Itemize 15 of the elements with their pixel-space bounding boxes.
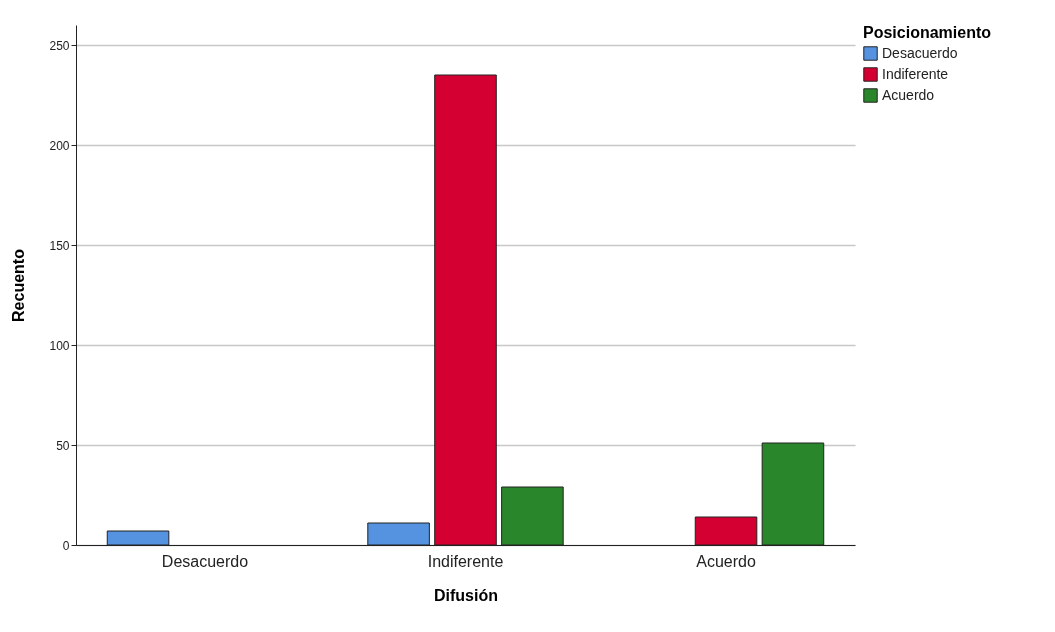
y-axis-title: Recuento [10,248,28,322]
x-axis-title: Difusión [434,586,498,604]
legend-label: Indiferente [882,65,949,82]
legend-title: Posicionamiento [863,24,992,41]
legend-label: Acuerdo [882,86,935,103]
y-tick-label: 0 [62,538,70,553]
y-tick-label: 50 [56,438,70,453]
x-tick-label: Acuerdo [696,552,756,570]
y-tick-label: 150 [49,238,70,253]
legend-label: Desacuerdo [882,44,958,61]
y-tick-label: 200 [49,138,70,153]
y-tick-label: 100 [49,338,70,353]
x-tick-label: Indiferente [427,552,504,570]
x-tick-label: Desacuerdo [161,552,249,570]
y-tick-label: 250 [49,38,70,53]
